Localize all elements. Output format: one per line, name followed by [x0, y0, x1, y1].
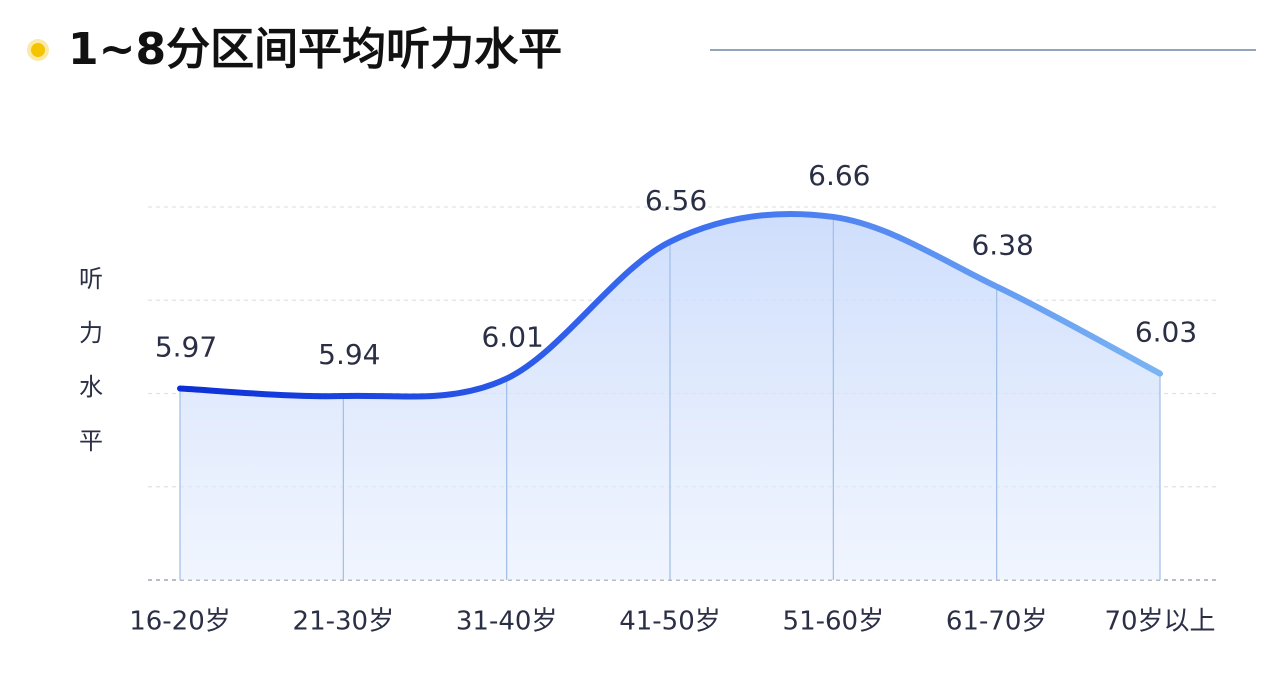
title-dot [31, 43, 45, 57]
data-label: 6.01 [481, 321, 543, 354]
plot-area: 5.97 16-20岁 5.94 21-30岁 6.01 31-40岁 6.56 41-50岁… [129, 159, 1220, 637]
x-tick-label: 70岁以上 [1104, 607, 1215, 637]
chart-title: 1~8分区间平均听力水平 [68, 24, 562, 75]
line [177, 210, 1163, 400]
data-label: 6.56 [645, 184, 707, 217]
x-tick-label: 41-50岁 [619, 607, 721, 637]
data-label: 6.38 [971, 229, 1033, 262]
data-label: 5.97 [155, 331, 217, 364]
y-axis-label: 听力水平 [79, 265, 103, 455]
x-tick-label: 31-40岁 [456, 607, 558, 637]
data-label: 5.94 [318, 338, 380, 371]
data-label: 6.66 [808, 159, 870, 192]
x-tick-label: 51-60岁 [783, 607, 885, 637]
data-label: 6.03 [1135, 316, 1197, 349]
x-tick-label: 16-20岁 [129, 607, 231, 637]
x-tick-label: 21-30岁 [293, 607, 395, 637]
x-tick-label: 61-70岁 [946, 607, 1048, 637]
